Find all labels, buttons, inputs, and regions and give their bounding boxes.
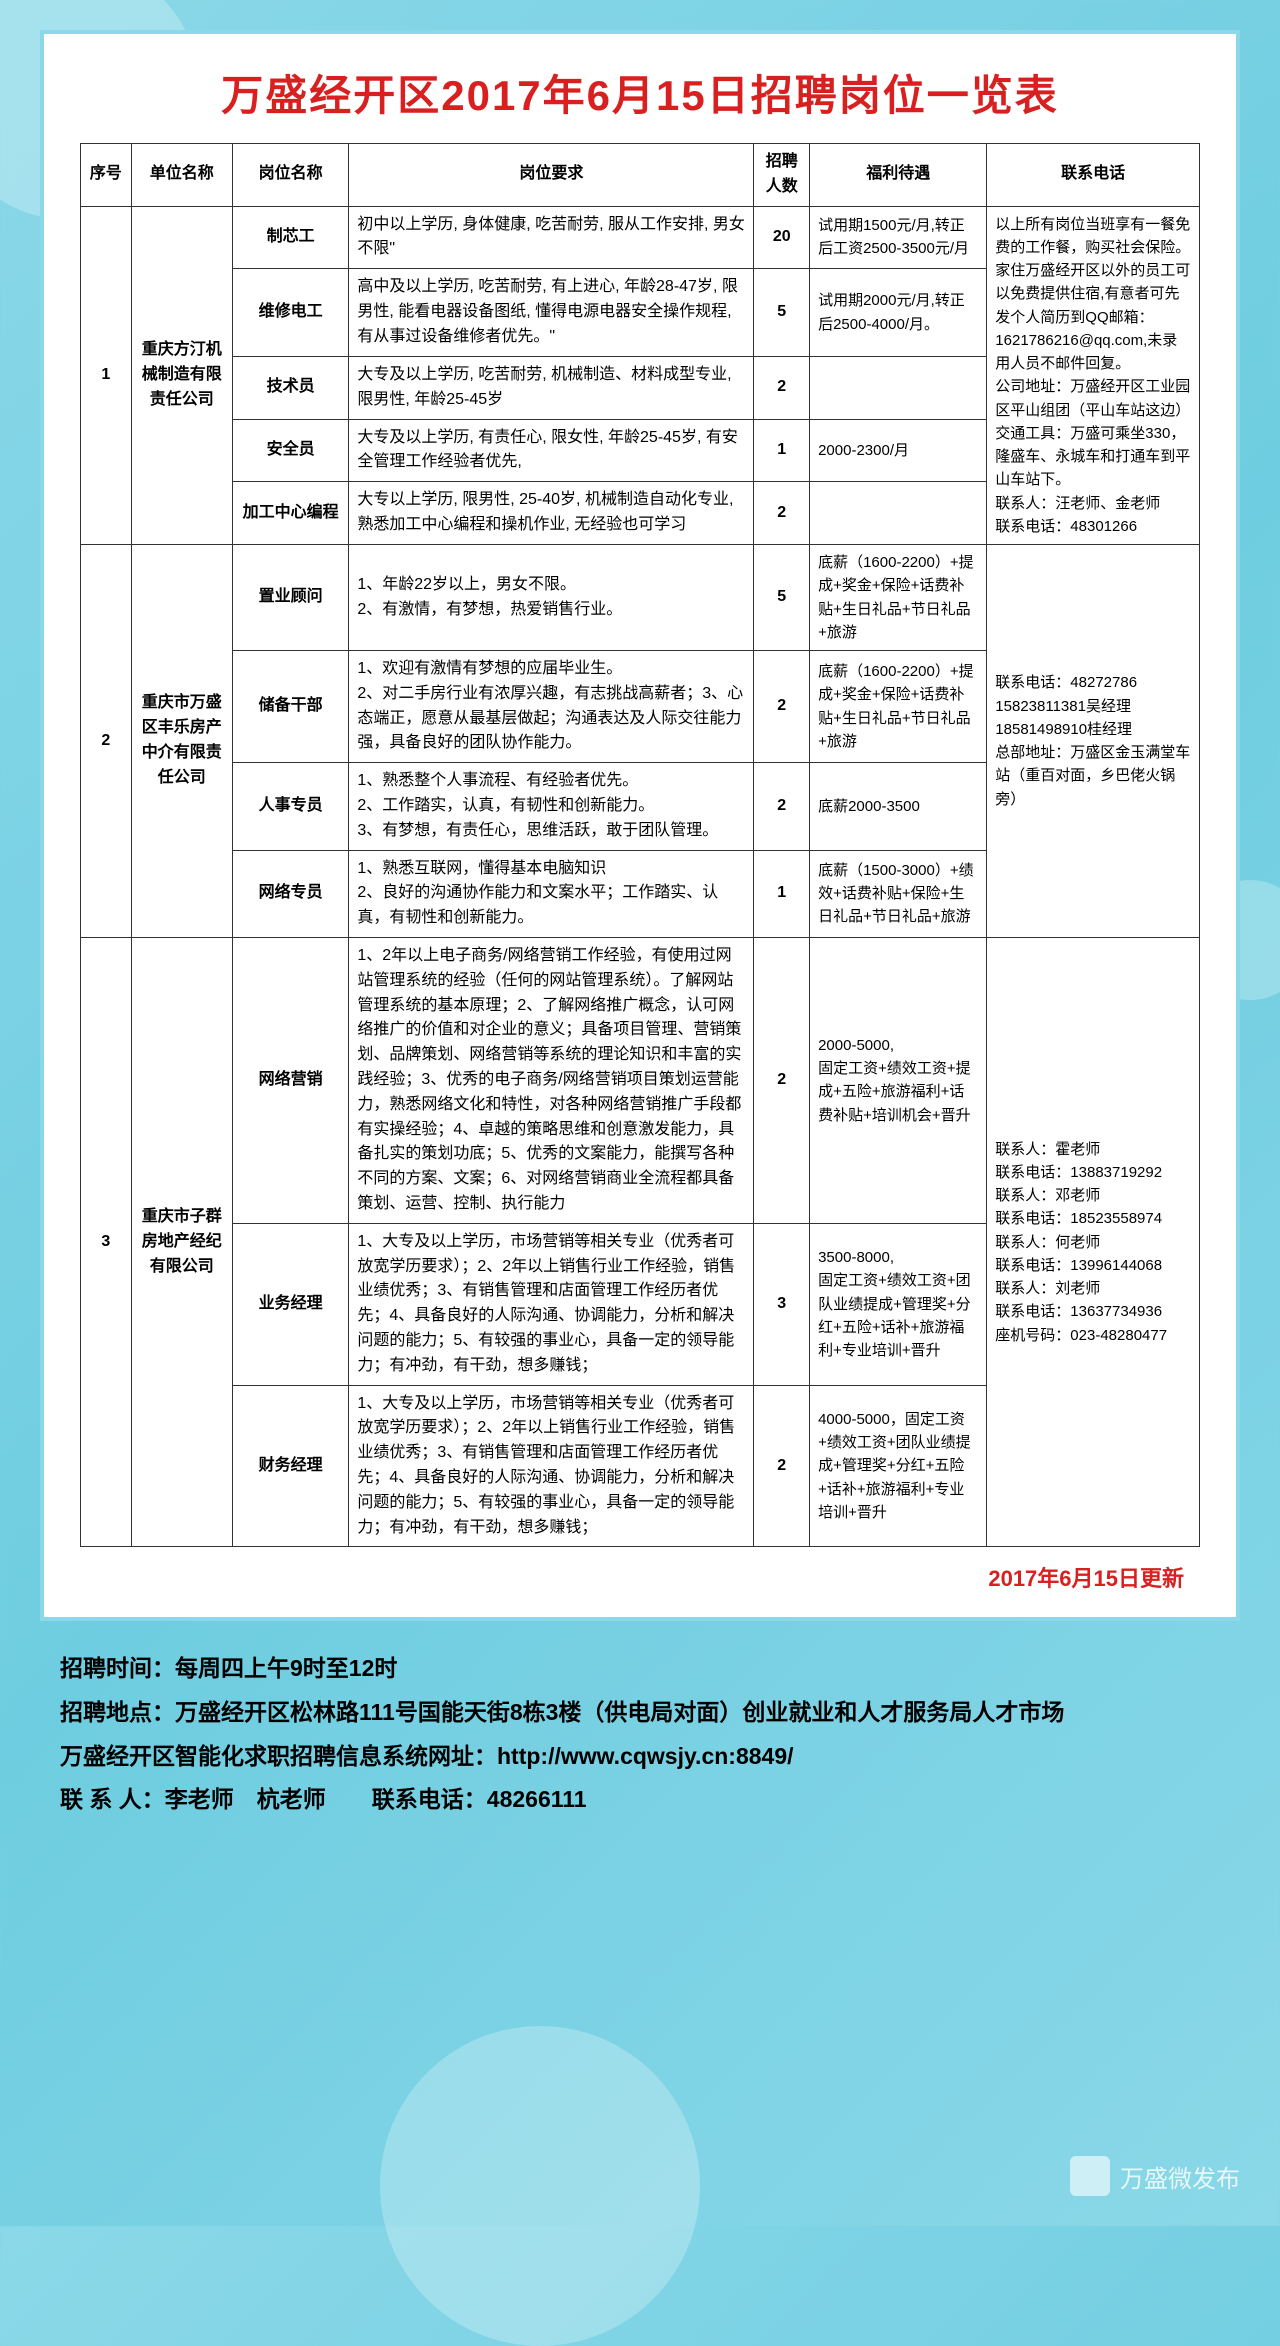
col-seq: 序号 [81,144,132,207]
num-cell: 1 [754,419,810,482]
col-company: 单位名称 [131,144,232,207]
footer-block: 招聘时间：每周四上午9时至12时 招聘地点：万盛经开区松林路111号国能天街8栋… [60,1647,1240,1822]
requirement-cell: 大专及以上学历, 吃苦耐劳, 机械制造、材料成型专业, 限男性, 年龄25-45… [349,356,754,419]
num-cell: 2 [754,1385,810,1547]
requirement-cell: 1、熟悉整个人事流程、有经验者优先。 2、工作踏实，认真，有韧性和创新能力。 3… [349,763,754,850]
post-cell: 加工中心编程 [232,482,348,545]
watermark-icon [1070,2156,1110,2196]
requirement-cell: 大专及以上学历, 有责任心, 限女性, 年龄25-45岁, 有安全管理工作经验者… [349,419,754,482]
requirement-cell: 1、大专及以上学历，市场营销等相关专业（优秀者可放宽学历要求）；2、2年以上销售… [349,1223,754,1385]
num-cell: 2 [754,938,810,1224]
requirement-cell: 高中及以上学历, 吃苦耐劳, 有上进心, 年龄28-47岁, 限男性, 能看电器… [349,269,754,357]
benefit-cell: 底薪2000-3500 [810,763,987,850]
seq-cell: 3 [81,938,132,1547]
company-cell: 重庆市子群房地产经纪有限公司 [131,938,232,1547]
requirement-cell: 1、2年以上电子商务/网络营销工作经验，有使用过网站管理系统的经验（任何的网站管… [349,938,754,1224]
post-cell: 网络营销 [232,938,348,1224]
table-row: 2重庆市万盛区丰乐房产中介有限责任公司置业顾问1、年龄22岁以上，男女不限。 2… [81,545,1200,651]
post-cell: 制芯工 [232,206,348,269]
contact-cell: 以上所有岗位当班享有一餐免费的工作餐，购买社会保险。家住万盛经开区以外的员工可以… [987,206,1200,545]
num-cell: 20 [754,206,810,269]
footer-line: 联 系 人：李老师 杭老师 联系电话：48266111 [60,1778,1240,1822]
benefit-cell: 4000-5000，固定工资+绩效工资+团队业绩提成+管理奖+分红+五险+话补+… [810,1385,987,1547]
col-benefit: 福利待遇 [810,144,987,207]
footer-line: 万盛经开区智能化求职招聘信息系统网址：http://www.cqwsjy.cn:… [60,1735,1240,1779]
company-cell: 重庆市万盛区丰乐房产中介有限责任公司 [131,545,232,938]
post-cell: 技术员 [232,356,348,419]
page-card: 万盛经开区2017年6月15日招聘岗位一览表 序号 单位名称 岗位名称 岗位要求… [40,30,1240,1621]
requirement-cell: 初中以上学历, 身体健康, 吃苦耐劳, 服从工作安排, 男女不限" [349,206,754,269]
decoration [380,2026,700,2346]
num-cell: 2 [754,482,810,545]
table-row: 3重庆市子群房地产经纪有限公司网络营销1、2年以上电子商务/网络营销工作经验，有… [81,938,1200,1224]
num-cell: 5 [754,545,810,651]
benefit-cell: 底薪（1600-2200）+提成+奖金+保险+话费补贴+生日礼品+节日礼品+旅游 [810,651,987,763]
num-cell: 3 [754,1223,810,1385]
post-cell: 维修电工 [232,269,348,357]
contact-cell: 联系电话：48272786 15823811381吴经理 18581498910… [987,545,1200,938]
post-cell: 置业顾问 [232,545,348,651]
company-cell: 重庆方汀机械制造有限责任公司 [131,206,232,545]
requirement-cell: 1、熟悉互联网，懂得基本电脑知识 2、良好的沟通协作能力和文案水平；工作踏实、认… [349,850,754,937]
contact-cell: 联系人：霍老师 联系电话：13883719292 联系人：邓老师 联系电话：18… [987,938,1200,1547]
jobs-table: 序号 单位名称 岗位名称 岗位要求 招聘人数 福利待遇 联系电话 1重庆方汀机械… [80,143,1200,1547]
post-cell: 储备干部 [232,651,348,763]
col-contact: 联系电话 [987,144,1200,207]
num-cell: 5 [754,269,810,357]
update-note: 2017年6月15日更新 [80,1561,1184,1593]
requirement-cell: 大专以上学历, 限男性, 25-40岁, 机械制造自动化专业, 熟悉加工中心编程… [349,482,754,545]
col-post: 岗位名称 [232,144,348,207]
post-cell: 业务经理 [232,1223,348,1385]
requirement-cell: 1、大专及以上学历，市场营销等相关专业（优秀者可放宽学历要求）；2、2年以上销售… [349,1385,754,1547]
watermark-text: 万盛微发布 [1120,2159,1240,2194]
col-req: 岗位要求 [349,144,754,207]
table-header-row: 序号 单位名称 岗位名称 岗位要求 招聘人数 福利待遇 联系电话 [81,144,1200,207]
seq-cell: 1 [81,206,132,545]
benefit-cell: 试用期1500元/月,转正后工资2500-3500元/月 [810,206,987,269]
post-cell: 财务经理 [232,1385,348,1547]
post-cell: 网络专员 [232,850,348,937]
benefit-cell: 2000-2300/月 [810,419,987,482]
benefit-cell: 底薪（1600-2200）+提成+奖金+保险+话费补贴+生日礼品+节日礼品+旅游 [810,545,987,651]
page-title: 万盛经开区2017年6月15日招聘岗位一览表 [80,62,1200,123]
post-cell: 人事专员 [232,763,348,850]
benefit-cell: 3500-8000, 固定工资+绩效工资+团队业绩提成+管理奖+分红+五险+话补… [810,1223,987,1385]
post-cell: 安全员 [232,419,348,482]
num-cell: 2 [754,651,810,763]
benefit-cell [810,356,987,419]
table-row: 1重庆方汀机械制造有限责任公司制芯工初中以上学历, 身体健康, 吃苦耐劳, 服从… [81,206,1200,269]
num-cell: 2 [754,356,810,419]
seq-cell: 2 [81,545,132,938]
num-cell: 1 [754,850,810,937]
requirement-cell: 1、欢迎有激情有梦想的应届毕业生。 2、对二手房行业有浓厚兴趣，有志挑战高薪者；… [349,651,754,763]
col-num: 招聘人数 [754,144,810,207]
benefit-cell [810,482,987,545]
footer-line: 招聘时间：每周四上午9时至12时 [60,1647,1240,1691]
benefit-cell: 2000-5000, 固定工资+绩效工资+提成+五险+旅游福利+话费补贴+培训机… [810,938,987,1224]
footer-line: 招聘地点：万盛经开区松林路111号国能天街8栋3楼（供电局对面）创业就业和人才服… [60,1691,1240,1735]
requirement-cell: 1、年龄22岁以上，男女不限。 2、有激情，有梦想，热爱销售行业。 [349,545,754,651]
num-cell: 2 [754,763,810,850]
benefit-cell: 底薪（1500-3000）+绩效+话费补贴+保险+生日礼品+节日礼品+旅游 [810,850,987,937]
watermark: 万盛微发布 [1070,2156,1240,2196]
benefit-cell: 试用期2000元/月,转正后2500-4000/月。 [810,269,987,357]
